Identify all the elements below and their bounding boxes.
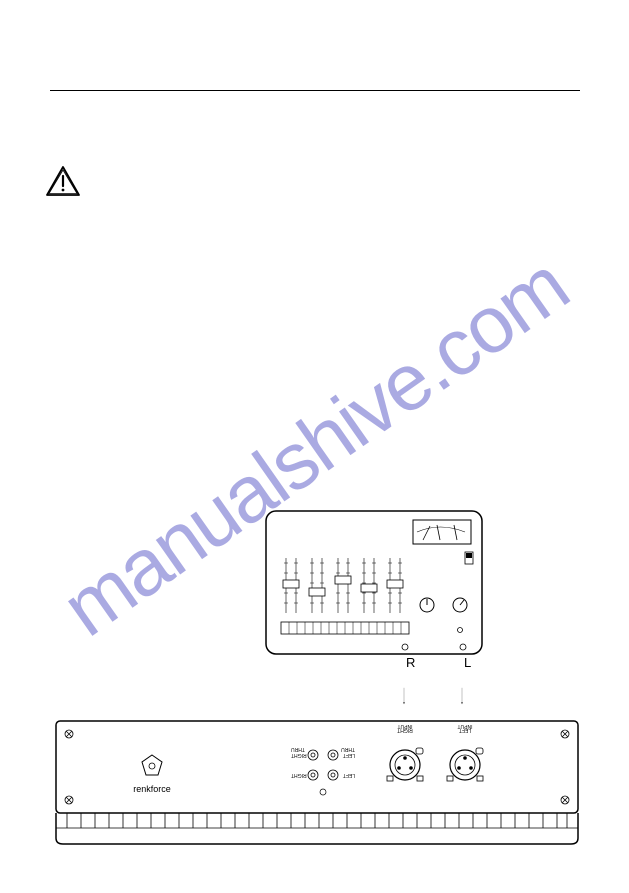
warning-icon <box>45 165 81 198</box>
brand-text: renkforce <box>133 784 171 794</box>
amplifier-diagram: renkforce RIGHT INPUT LEFT INPUT <box>55 720 579 845</box>
svg-text:LEFT: LEFT <box>343 772 355 778</box>
mixer-diagram <box>265 510 483 655</box>
header-divider <box>50 90 580 91</box>
page-container: manualshive.com <box>0 0 629 893</box>
svg-text:INPUT: INPUT <box>458 723 473 729</box>
svg-text:THRU: THRU <box>341 746 355 752</box>
cable-l-label: L <box>464 655 471 670</box>
svg-text:RIGHT: RIGHT <box>291 772 307 778</box>
cable-r-label: R <box>406 655 415 670</box>
svg-text:THRU: THRU <box>291 746 305 752</box>
svg-text:INPUT: INPUT <box>398 723 413 729</box>
